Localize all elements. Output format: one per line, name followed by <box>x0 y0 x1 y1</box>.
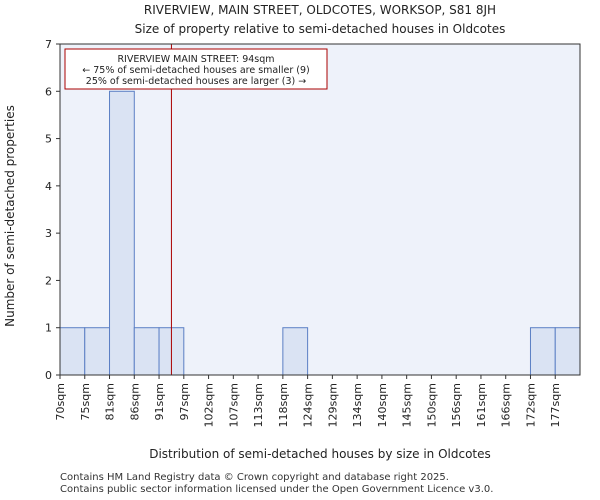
bar-177sqm <box>554 327 581 376</box>
x-tick-label: 86sqm <box>128 383 141 420</box>
bar-172sqm <box>529 327 556 376</box>
x-axis: 70sqm 75sqm 81sqm 86sqm 91sqm 97sqm 102sqm 107s… <box>54 375 562 427</box>
x-axis-label: Distribution of semi-detached houses by … <box>149 447 491 461</box>
plot-background <box>60 44 580 375</box>
y-tick-label: 4 <box>45 180 52 193</box>
chart-title: RIVERVIEW, MAIN STREET, OLDCOTES, WORKSO… <box>144 3 496 17</box>
x-tick-label: 156sqm <box>450 383 463 427</box>
chart-subtitle: Size of property relative to semi-detach… <box>135 22 506 36</box>
bar-118sqm <box>282 327 309 376</box>
x-tick-label: 118sqm <box>277 383 290 427</box>
x-tick-label: 97sqm <box>178 383 191 420</box>
annotation-box: RIVERVIEW MAIN STREET: 94sqm ← 75% of se… <box>64 48 328 90</box>
y-axis-label: Number of semi-detached properties <box>3 105 17 327</box>
y-tick-label: 1 <box>45 322 52 335</box>
x-tick-label: 145sqm <box>401 383 414 427</box>
x-tick-label: 134sqm <box>351 383 364 427</box>
x-tick-label: 70sqm <box>54 383 67 420</box>
x-tick-label: 150sqm <box>425 383 438 427</box>
y-axis: 0 1 2 3 4 5 6 7 <box>45 38 60 382</box>
x-tick-label: 113sqm <box>252 383 265 427</box>
bar-75sqm <box>84 327 111 376</box>
x-tick-label: 161sqm <box>475 383 488 427</box>
y-tick-label: 3 <box>45 227 52 240</box>
bar-86sqm <box>133 327 160 376</box>
bars <box>59 90 581 376</box>
annotation-line3: 25% of semi-detached houses are larger (… <box>86 76 306 87</box>
x-tick-label: 140sqm <box>376 383 389 427</box>
annotation-line2: ← 75% of semi-detached houses are smalle… <box>82 65 310 76</box>
x-tick-label: 75sqm <box>79 383 92 420</box>
plot-frame <box>59 43 581 376</box>
x-tick-label: 129sqm <box>326 383 339 427</box>
x-tick-label: 81sqm <box>104 383 117 420</box>
bar-81sqm <box>109 90 135 376</box>
x-tick-label: 102sqm <box>203 383 216 427</box>
x-tick-label: 166sqm <box>500 383 513 427</box>
x-tick-label: 107sqm <box>227 383 240 427</box>
y-tick-label: 5 <box>45 133 52 146</box>
y-tick-label: 0 <box>45 369 52 382</box>
x-tick-label: 91sqm <box>153 383 166 420</box>
x-tick-label: 177sqm <box>549 383 562 427</box>
footer-line1: Contains HM Land Registry data © Crown c… <box>60 472 449 483</box>
bar-70sqm <box>59 327 86 376</box>
x-tick-label: 124sqm <box>302 383 315 427</box>
annotation-line1: RIVERVIEW MAIN STREET: 94sqm <box>117 54 274 65</box>
y-tick-label: 2 <box>45 274 52 287</box>
y-tick-label: 7 <box>45 38 52 51</box>
x-tick-label: 172sqm <box>524 383 537 427</box>
y-tick-label: 6 <box>45 85 52 98</box>
footer-line2: Contains public sector information licen… <box>60 484 494 495</box>
